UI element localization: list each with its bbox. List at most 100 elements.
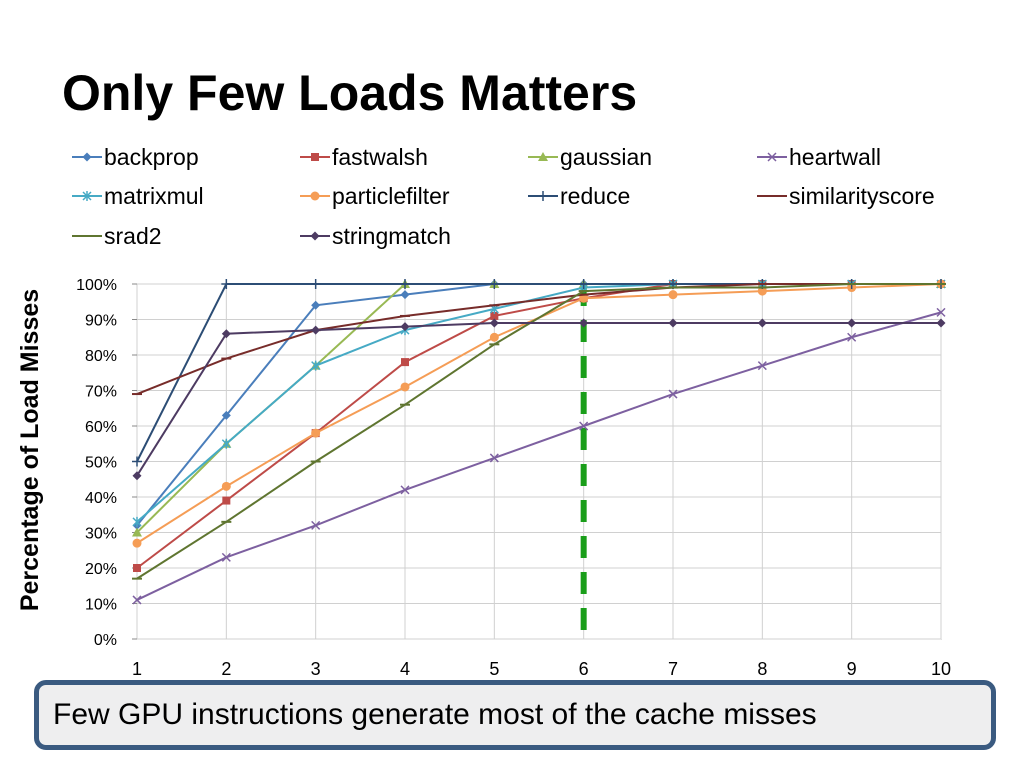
data-point (579, 318, 589, 328)
legend-swatch-marker (538, 191, 548, 201)
series-line-gaussian (136, 283, 941, 534)
data-point (936, 307, 946, 317)
data-point (489, 332, 499, 342)
data-point (401, 358, 409, 367)
x-tick-label: 9 (847, 659, 857, 679)
marker-stroke (400, 485, 410, 495)
legend-label: gaussian (560, 144, 652, 170)
callout-text: Few GPU instructions generate most of th… (53, 698, 817, 731)
marker-stroke (221, 552, 231, 562)
data-point (310, 279, 321, 289)
series-stringmatch (132, 318, 946, 481)
marker-stroke (847, 332, 857, 342)
data-point (489, 318, 499, 328)
data-point (579, 421, 589, 431)
data-point (311, 325, 321, 335)
data-point (222, 496, 231, 505)
data-point (668, 389, 678, 399)
data-point (668, 290, 678, 300)
legend-label: reduce (560, 183, 630, 209)
line-chart: backprop fastwalsh gaussian heartwall matrix… (16, 144, 951, 679)
y-tick-label: 0% (94, 632, 117, 649)
x-tick-label: 6 (579, 659, 589, 679)
data-point (400, 322, 410, 332)
data-point (132, 595, 142, 605)
y-tick-label: 90% (85, 313, 117, 330)
chart-grid (136, 283, 942, 640)
legend-item-srad2: srad2 (72, 223, 162, 249)
legend-swatch-marker (311, 153, 319, 161)
x-tick-label: 10 (931, 659, 951, 679)
data-point (221, 552, 231, 562)
y-tick-label: 100% (76, 277, 117, 294)
data-point (400, 485, 410, 495)
legend-item-fastwalsh: fastwalsh (300, 144, 428, 170)
data-point (221, 410, 231, 420)
chart-series (132, 279, 946, 605)
legend-label: particlefilter (332, 183, 450, 209)
marker-stroke (489, 453, 499, 463)
y-tick-label: 20% (85, 561, 117, 578)
data-point (400, 382, 410, 392)
data-point (579, 293, 589, 303)
y-axis-ticks: 0% 10% 20% 30% 40% 50% 60% 70% 80% 90% 100% (76, 277, 137, 649)
data-point (490, 311, 499, 320)
x-tick-label: 1 (132, 659, 142, 679)
series-line-heartwall (136, 311, 942, 601)
data-point (757, 361, 767, 371)
data-point (132, 456, 142, 467)
chart-legend: backprop fastwalsh gaussian heartwall matrix… (72, 144, 935, 249)
y-axis-label: Percentage of Load Misses (16, 289, 44, 611)
series-similarityscore (132, 283, 946, 396)
series-matrixmul (132, 279, 946, 527)
legend-swatch-marker (82, 191, 92, 201)
series-line-similarityscore (136, 283, 941, 395)
y-tick-label: 50% (85, 455, 117, 472)
data-point (132, 538, 142, 548)
data-point (311, 428, 321, 438)
marker-stroke (311, 520, 321, 530)
marker-stroke (668, 389, 678, 399)
x-tick-label: 2 (221, 659, 231, 679)
legend-swatch-marker (82, 152, 92, 162)
legend-swatch-marker (310, 231, 320, 241)
data-point (400, 279, 410, 289)
callout-box: Few GPU instructions generate most of th… (34, 680, 996, 750)
legend-label: backprop (104, 144, 199, 170)
y-tick-label: 80% (85, 348, 117, 365)
series-line-backprop (136, 283, 941, 527)
legend-item-reduce: reduce (528, 183, 630, 209)
marker-stroke (579, 421, 589, 431)
legend-item-particlefilter: particlefilter (300, 183, 450, 209)
x-tick-label: 7 (668, 659, 678, 679)
data-point (311, 300, 321, 310)
x-tick-label: 4 (400, 659, 410, 679)
marker-stroke (757, 361, 767, 371)
data-point (578, 279, 589, 289)
y-tick-label: 40% (85, 490, 117, 507)
data-point (221, 279, 232, 289)
series-line-srad2 (136, 283, 941, 580)
x-tick-label: 3 (311, 659, 321, 679)
x-axis-ticks: 1 2 3 4 5 6 7 8 9 10 (132, 659, 951, 679)
legend-swatch-marker (767, 152, 777, 162)
marker-stroke (936, 307, 946, 317)
series-heartwall (132, 307, 946, 605)
legend-label: matrixmul (104, 183, 204, 209)
data-point (221, 438, 231, 449)
data-point (311, 360, 321, 371)
marker-stroke (767, 152, 777, 162)
legend-label: fastwalsh (332, 144, 428, 170)
data-point (668, 318, 678, 328)
legend-label: stringmatch (332, 223, 451, 249)
x-tick-label: 8 (757, 659, 767, 679)
x-tick-label: 5 (489, 659, 499, 679)
legend-label: srad2 (104, 223, 162, 249)
legend-item-similarityscore: similarityscore (757, 183, 935, 209)
y-tick-label: 60% (85, 419, 117, 436)
series-line-reduce (136, 283, 941, 462)
data-point (936, 318, 946, 328)
legend-item-backprop: backprop (72, 144, 199, 170)
legend-item-matrixmul: matrixmul (72, 183, 204, 209)
data-point (489, 453, 499, 463)
